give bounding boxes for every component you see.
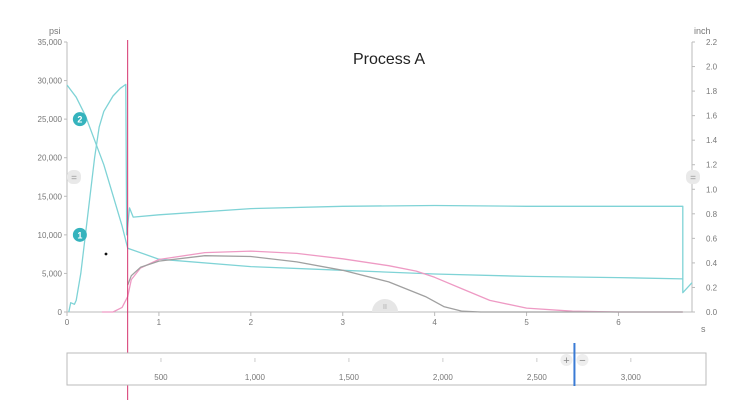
right-handle-glyph: =: [690, 173, 696, 184]
series-line-3: [127, 255, 683, 313]
navigator-tick-label: 2,500: [527, 373, 548, 382]
marker-circle-1: [72, 227, 87, 242]
y-tick-label: 35,000: [38, 38, 63, 47]
y-tick-label: 30,000: [38, 77, 63, 86]
navigator-tick-label: 500: [154, 373, 168, 382]
zoom-out-label: −: [579, 355, 585, 367]
y2-tick-label: 1.6: [706, 112, 718, 121]
zoom-in-label: +: [563, 355, 569, 367]
x-tick-label: 6: [616, 318, 621, 327]
data-point-dot: [104, 252, 108, 256]
left-axis-unit: psi: [49, 26, 61, 36]
x-tick-label: 0: [65, 318, 70, 327]
y2-tick-label: 2.0: [706, 63, 718, 72]
bottom-handle-glyph: II: [383, 304, 387, 311]
left-handle-glyph: =: [71, 173, 77, 184]
navigator-tick-label: 2,000: [433, 373, 454, 382]
range-navigator[interactable]: 500 1,000 1,500 2,000 2,500 3,000 + −: [66, 343, 707, 386]
y-tick-label: 10,000: [38, 231, 63, 240]
y-tick-label: 20,000: [38, 154, 63, 163]
x-tick-label: 2: [249, 318, 254, 327]
zoom-in-button: [560, 354, 573, 366]
right-axis-unit: inch: [694, 26, 711, 36]
y-tick-label: 0: [58, 308, 63, 317]
series-line-1: [68, 83, 693, 313]
x-tick-label: 1: [157, 318, 162, 327]
y-tick-label: 15,000: [38, 192, 63, 201]
y2-tick-label: 0.6: [706, 234, 718, 243]
plot-lines: [66, 83, 693, 313]
x-tick-label: 4: [432, 318, 437, 327]
navigator-frame: [66, 352, 707, 386]
zoom-out-button: [576, 354, 589, 366]
overlay: 2 1 = = II: [67, 40, 700, 400]
right-resize-handle: [686, 170, 700, 184]
y2-tick-label: 1.2: [706, 161, 718, 170]
marker-label-1: 1: [77, 230, 82, 240]
y-tick-label: 5,000: [42, 269, 63, 278]
y2-tick-label: 0.0: [706, 308, 718, 317]
y2-tick-label: 1.8: [706, 87, 718, 96]
y-tick-label: 25,000: [38, 115, 63, 124]
y2-tick-label: 0.8: [706, 210, 718, 219]
navigator-tick-label: 1,000: [245, 373, 266, 382]
marker-circle-2: [72, 112, 87, 127]
navigator-tick-label: 3,000: [621, 373, 642, 382]
x-tick-label: 5: [524, 318, 529, 327]
y2-tick-label: 1.4: [706, 136, 718, 145]
y2-tick-label: 0.4: [706, 259, 718, 268]
x-axis-unit: s: [701, 324, 706, 334]
navigator-tick-label: 1,500: [339, 373, 360, 382]
y2-tick-label: 0.2: [706, 283, 718, 292]
y2-tick-label: 2.2: [706, 38, 718, 47]
marker-label-2: 2: [77, 115, 82, 125]
y2-tick-label: 1.0: [706, 185, 718, 194]
chart-title: Process A: [353, 51, 425, 68]
x-tick-label: 3: [341, 318, 346, 327]
series-line-2: [101, 250, 683, 313]
bottom-resize-handle: [372, 299, 398, 312]
left-resize-handle: [67, 170, 81, 184]
